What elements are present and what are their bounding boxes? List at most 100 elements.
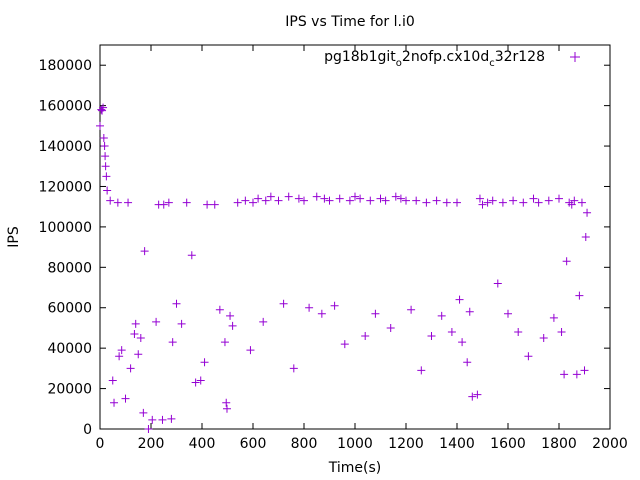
data-point — [139, 408, 148, 417]
data-point — [529, 194, 538, 203]
data-point — [580, 366, 589, 375]
data-point — [340, 340, 349, 349]
data-point — [577, 198, 586, 207]
data-point — [101, 152, 110, 161]
y-tick-label: 40000 — [47, 341, 92, 357]
data-point — [453, 198, 461, 207]
legend-marker — [570, 52, 580, 62]
data-point — [361, 332, 370, 341]
data-point — [544, 196, 553, 205]
x-tick-label: 2000 — [592, 436, 628, 452]
data-point — [396, 194, 405, 203]
data-point — [509, 196, 518, 205]
data-point — [473, 390, 482, 399]
data-point — [330, 301, 339, 310]
y-tick-label: 140000 — [39, 139, 92, 155]
y-tick-label: 0 — [83, 422, 92, 438]
data-point — [447, 327, 456, 336]
data-point — [519, 198, 528, 207]
data-point — [106, 196, 115, 205]
data-point — [386, 323, 395, 332]
data-point — [110, 398, 119, 407]
x-tick-label: 400 — [189, 436, 216, 452]
data-point — [320, 194, 329, 203]
data-point — [108, 376, 117, 385]
data-point — [148, 415, 157, 424]
data-point — [549, 313, 558, 322]
data-point — [96, 121, 104, 130]
data-point — [376, 194, 385, 203]
data-point — [99, 103, 108, 112]
y-axis: 0 20000 40000 60000 80000 100000 120000 140000 1… — [39, 58, 610, 438]
data-point — [126, 364, 135, 373]
data-point — [187, 251, 196, 260]
data-point — [131, 319, 140, 328]
data-point — [99, 133, 108, 142]
legend-label: pg18b1gito2nofp.cx10dc32r128 — [324, 49, 545, 69]
data-point — [570, 196, 579, 205]
data-point — [488, 196, 497, 205]
data-point — [572, 370, 581, 379]
data-point — [463, 358, 472, 367]
x-tick-label: 1400 — [439, 436, 475, 452]
data-point — [391, 192, 400, 201]
data-point — [483, 198, 492, 207]
data-point — [261, 196, 270, 205]
data-point — [134, 350, 143, 359]
data-points — [96, 103, 592, 433]
data-point — [402, 196, 410, 205]
data-point — [274, 196, 283, 205]
data-point — [465, 307, 474, 316]
data-point — [437, 311, 446, 320]
data-point — [294, 194, 303, 203]
data-point — [140, 247, 149, 256]
data-point — [164, 198, 173, 207]
data-point — [317, 309, 326, 318]
y-tick-label: 100000 — [39, 220, 92, 236]
data-point — [97, 105, 106, 114]
data-point — [102, 172, 111, 181]
data-point — [191, 378, 200, 387]
data-point — [144, 425, 153, 433]
data-point — [422, 198, 431, 207]
data-point — [555, 194, 563, 203]
x-tick-label: 1600 — [490, 436, 526, 452]
data-point — [371, 309, 380, 318]
data-point — [222, 398, 231, 407]
data-point — [504, 309, 512, 318]
data-point — [498, 198, 507, 207]
data-point — [478, 200, 487, 209]
data-point — [583, 208, 592, 217]
data-point — [172, 299, 181, 308]
y-tick-label: 60000 — [47, 301, 92, 317]
data-point — [432, 196, 441, 205]
y-tick-label: 160000 — [39, 99, 92, 115]
chart-title: IPS vs Time for l.i0 — [285, 14, 415, 30]
x-tick-label: 0 — [96, 436, 105, 452]
data-point — [246, 346, 255, 355]
data-point — [458, 338, 467, 347]
x-tick-label: 1200 — [388, 436, 424, 452]
x-axis: 0 200 400 600 800 1000 1200 1400 1600 1800 2000 — [96, 45, 628, 452]
data-point — [417, 366, 426, 375]
y-tick-label: 20000 — [47, 382, 92, 398]
data-point — [159, 200, 168, 209]
data-point — [381, 196, 390, 205]
data-point — [475, 194, 484, 203]
data-point — [493, 279, 502, 288]
data-point — [562, 257, 571, 266]
data-point — [152, 317, 161, 326]
data-point — [158, 415, 167, 424]
data-point — [121, 394, 130, 403]
data-point — [241, 196, 250, 205]
x-tick-label: 200 — [138, 436, 165, 452]
data-point — [100, 142, 109, 151]
data-point — [200, 358, 209, 367]
data-point — [136, 334, 145, 343]
y-axis-title: IPS — [6, 226, 22, 248]
data-point — [124, 198, 133, 207]
data-point — [345, 196, 354, 205]
data-point — [305, 303, 314, 312]
data-point — [312, 192, 321, 201]
